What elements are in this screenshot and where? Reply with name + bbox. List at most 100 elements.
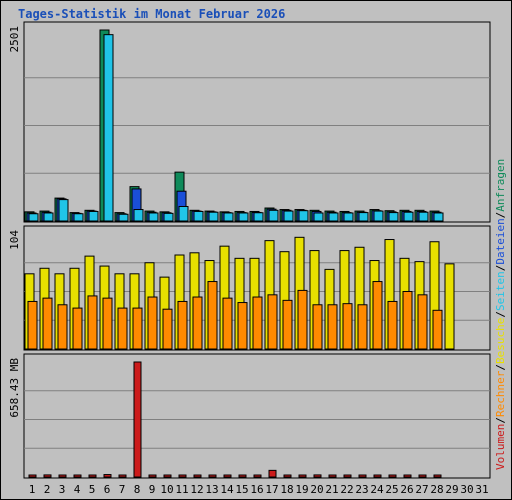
x-tick-label: 20 (310, 483, 323, 496)
bar-volumen-day-21 (328, 474, 337, 478)
bar-seiten-day-13 (208, 211, 219, 222)
bar-rechner-day-20 (312, 304, 323, 350)
chart-title: Tages-Statistik im Monat Februar 2026 (18, 7, 285, 21)
x-tick-label: 6 (104, 483, 111, 496)
bar-rechner-day-27 (417, 294, 428, 350)
x-tick-label: 22 (340, 483, 353, 496)
legend-sep-1: / (494, 417, 507, 424)
legend-volumen: Volumen (494, 424, 507, 470)
bar-rechner-day-18 (282, 299, 293, 350)
bar-volumen-day-7 (118, 474, 127, 478)
x-tick-label: 8 (134, 483, 141, 496)
bar-volumen-day-23 (358, 474, 367, 478)
bar-seiten-day-23 (358, 212, 369, 222)
x-tick-label: 16 (250, 483, 263, 496)
panel-3 (23, 353, 491, 479)
bar-rechner-day-8 (132, 307, 143, 350)
bar-rechner-day-9 (147, 296, 158, 350)
bar-volumen-day-15 (238, 474, 247, 478)
panel-1 (23, 21, 491, 223)
x-tick-label: 19 (295, 483, 308, 496)
x-tick-label: 30 (460, 483, 473, 496)
bar-volumen-day-12 (193, 474, 202, 478)
bar-volumen-day-25 (388, 474, 397, 478)
bar-seiten-day-4 (73, 213, 84, 222)
bar-volumen-day-6 (103, 474, 112, 478)
bar-rechner-day-17 (267, 294, 278, 350)
x-tick-label: 24 (370, 483, 384, 496)
bar-rechner-day-25 (387, 300, 398, 350)
x-tick-label: 28 (430, 483, 443, 496)
x-tick-label: 18 (280, 483, 293, 496)
bar-rechner-day-13 (207, 281, 218, 350)
chart-panels (23, 21, 491, 479)
legend: Volumen/Rechner/Besuche/Seiten/Dateien/A… (494, 159, 507, 470)
y-max-label: 2501 (8, 26, 21, 53)
bar-volumen-day-3 (58, 474, 67, 478)
bar-seiten-day-2 (43, 212, 54, 222)
bar-volumen-day-27 (418, 474, 427, 478)
bar-volumen-day-4 (73, 474, 82, 478)
x-tick-label: 13 (205, 483, 218, 496)
x-tick-label: 15 (235, 483, 248, 496)
bar-seiten-day-14 (223, 212, 234, 222)
bar-seiten-day-22 (343, 212, 354, 222)
legend-sep-5: / (494, 212, 507, 219)
x-tick-label: 14 (220, 483, 234, 496)
legend-besuche: Besuche (494, 318, 507, 364)
panel-border (23, 353, 491, 479)
bar-seiten-day-15 (238, 212, 249, 222)
bar-seiten-day-21 (328, 212, 339, 222)
x-tick-label: 25 (385, 483, 398, 496)
x-axis-labels: 1 2 3 4 5 6 7 8 9 10 11 12 13 14 15 16 17 18 19 20 21 22 23 24 2… (29, 483, 489, 496)
bar-volumen-day-17 (268, 469, 277, 478)
bar-seiten-day-16 (253, 212, 264, 222)
bar-seiten-day-5 (88, 210, 99, 222)
x-tick-label: 27 (415, 483, 428, 496)
bar-volumen-day-14 (223, 474, 232, 478)
bar-rechner-day-1 (27, 300, 38, 350)
bar-seiten-day-12 (193, 210, 204, 222)
bar-seiten-day-26 (403, 211, 414, 222)
bar-rechner-day-12 (192, 296, 203, 350)
x-tick-label: 26 (400, 483, 413, 496)
bar-volumen-day-18 (283, 474, 292, 478)
y-max-label: 658.43 MB (8, 358, 21, 418)
x-tick-label: 10 (160, 483, 173, 496)
x-tick-label: 9 (149, 483, 156, 496)
x-tick-label: 21 (325, 483, 338, 496)
bar-volumen-day-2 (43, 474, 52, 478)
bar-seiten-day-28 (433, 212, 444, 222)
bar-volumen-day-16 (253, 474, 262, 478)
bar-rechner-day-26 (402, 291, 413, 350)
x-tick-label: 5 (89, 483, 96, 496)
bar-rechner-day-6 (102, 297, 113, 350)
x-tick-label: 17 (265, 483, 278, 496)
bar-seiten-day-9 (148, 212, 159, 222)
bar-volumen-day-11 (178, 474, 187, 478)
x-tick-label: 12 (190, 483, 203, 496)
legend-dateien: Dateien (494, 218, 507, 264)
bar-rechner-day-16 (252, 296, 263, 350)
x-tick-label: 1 (29, 483, 36, 496)
legend-rechner: Rechner (494, 370, 507, 417)
bar-rechner-day-14 (222, 297, 233, 350)
bar-volumen-day-9 (148, 474, 157, 478)
y-max-label: 104 (8, 230, 21, 250)
x-tick-label: 3 (59, 483, 66, 496)
bar-rechner-day-23 (357, 304, 368, 350)
bar-seiten-day-3 (58, 199, 69, 222)
bar-seiten-day-10 (163, 212, 174, 222)
bar-rechner-day-7 (117, 307, 128, 350)
x-tick-label: 31 (475, 483, 488, 496)
y-axis-labels: 2501 104 658.43 MB (8, 26, 21, 418)
bar-seiten-day-11 (178, 205, 189, 222)
bar-rechner-day-4 (72, 307, 83, 350)
bar-seiten-day-27 (418, 211, 429, 222)
x-tick-label: 2 (44, 483, 51, 496)
bar-rechner-day-3 (57, 304, 68, 350)
legend-anfragen: Anfragen (494, 159, 507, 212)
panel-2 (23, 225, 491, 351)
bar-volumen-day-13 (208, 474, 217, 478)
